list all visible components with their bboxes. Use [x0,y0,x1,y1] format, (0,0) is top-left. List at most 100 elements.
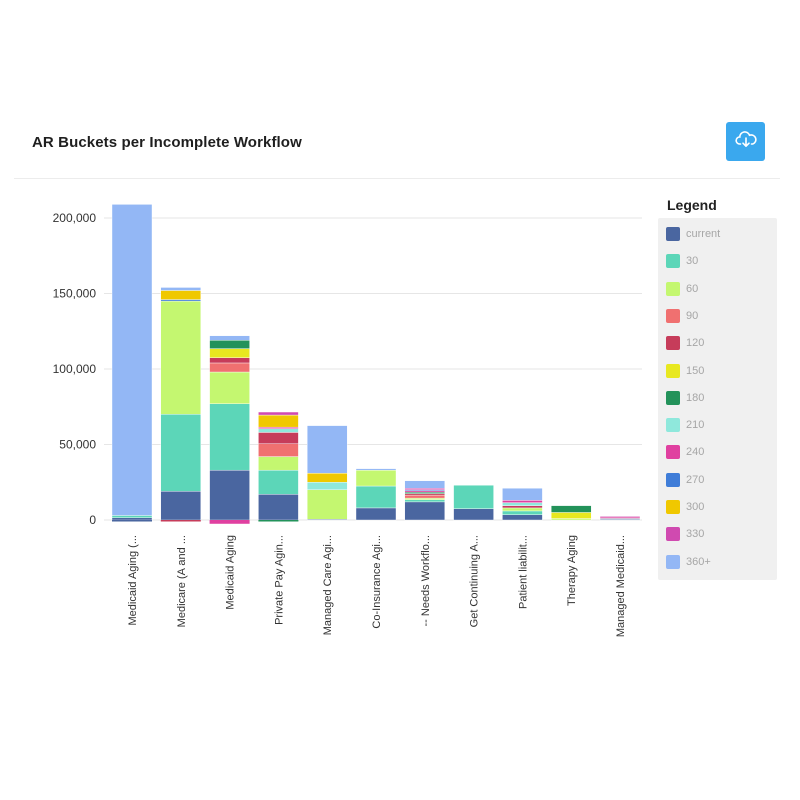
bar-segment-30 [258,469,299,495]
legend-label: 60 [686,282,699,295]
x-tick-label: Private Pay Agin... [273,535,285,625]
chart-title: AR Buckets per Incomplete Workflow [32,134,302,151]
bar-segment-90 [258,443,299,457]
bar-segment-360plus [355,468,397,471]
legend-item-90[interactable]: 90 [666,308,698,324]
bar-segment-360plus [404,480,445,489]
legend-swatch [666,254,680,269]
x-tick-label: Medicaid Aging [225,535,237,610]
bar-segment-30 [404,499,445,503]
legend-panel: current 30 60 90 120 150 180 210 240 270 300 330 360… [658,218,777,580]
x-axis-ticks: Medicaid Aging (... Medicare (A and ... Me… [127,535,627,637]
bar-segment-90 [404,494,445,499]
bar-segment-current [160,491,202,521]
card-header: AR Buckets per Incomplete Workflow [14,118,780,179]
x-tick-label: Get Continuing A... [469,535,481,627]
bar-segment-current [453,508,494,521]
cloud-download-icon [734,129,757,154]
legend-item-270[interactable]: 270 [666,472,704,488]
bar-segment-300 [258,414,299,428]
y-tick-label: 0 [89,513,96,527]
legend-swatch [666,472,680,487]
legend-title: Legend [667,197,717,213]
x-tick-label: Therapy Aging [566,535,578,606]
bar-segment-90 [209,362,250,373]
bar-segment-330 [258,411,299,416]
y-tick-label: 50,000 [59,438,96,452]
x-tick-label: Managed Care Agi... [322,535,334,635]
bar-segment-120 [404,493,445,496]
chart-bars [111,204,641,524]
bar-segment-300 [307,472,348,483]
bar-segment-120 [209,357,250,364]
bar-segment-60 [258,456,299,471]
legend-swatch [666,500,680,514]
bar-segment-current [404,501,445,521]
bar-segment-30 [160,414,202,492]
bar-segment-current [258,494,299,521]
legend-item-30[interactable]: 30 [666,253,698,269]
legend-swatch [666,281,680,296]
legend-swatch [666,390,680,405]
legend-item-60[interactable]: 60 [666,281,698,297]
y-tick-label: 150,000 [53,287,97,301]
bar-segment-210 [502,502,543,506]
bar-segment-60 [160,300,202,415]
download-button[interactable] [726,122,765,161]
legend-swatch [666,527,680,542]
bar-segment-240 [258,426,299,429]
legend-label: current [686,228,721,240]
legend-label: 180 [686,391,705,404]
bar-segment-30 [453,485,494,509]
bar-segment-270 [160,299,202,302]
y-tick-label: 200,000 [53,211,97,225]
legend-item-240[interactable]: 240 [666,444,704,460]
legend-label: 30 [686,255,699,268]
y-tick-label: 100,000 [53,362,97,376]
stacked-bar-chart: 0 50,000 100,000 150,000 200,000 Medicaid Ag… [53,204,642,637]
legend-label: 210 [686,419,705,432]
legend-item-current[interactable]: current [666,226,720,242]
legend-swatch [666,308,680,323]
legend-item-210[interactable]: 210 [666,417,704,433]
legend-item-330[interactable]: 330 [666,526,704,542]
bar-segment-360plus [502,488,543,501]
x-tick-label: -- Needs Workflo... [420,535,432,627]
legend-swatch [666,418,680,433]
bar-segment-negative [112,520,152,522]
bar-segment-negative [209,520,250,524]
bar-segment-30 [502,510,543,515]
legend-item-180[interactable]: 180 [666,390,704,406]
bar-segment-30 [111,515,153,518]
legend-label: 150 [686,364,705,377]
bar-segment-360plus [111,204,153,516]
legend-item-150[interactable]: 150 [666,363,704,379]
bar-segment-180 [404,491,445,494]
x-tick-label: Managed Medicaid... [615,535,627,637]
bar-segment-current [502,514,543,521]
y-axis-ticks: 0 50,000 100,000 150,000 200,000 [53,211,97,527]
legend-label: 120 [686,337,705,350]
bar-segment-120 [258,432,299,444]
legend-swatch [666,336,680,351]
legend-item-360plus[interactable]: 360+ [666,554,711,570]
bar-segment-150 [551,512,592,519]
bar-segment-210 [258,428,299,433]
bar-segment-30 [209,403,250,471]
bar-segment-negative [160,520,201,522]
bar-segment-current [209,469,250,521]
legend-swatch [666,445,680,460]
x-tick-label: Patient liabilit... [517,535,529,609]
bar-segment-360plus [160,287,202,291]
legend-label: 240 [686,446,705,459]
bar-segment-360plus [209,335,250,341]
legend-label: 300 [686,501,705,513]
legend-item-300[interactable]: 300 [666,499,704,515]
bar-segment-180 [551,505,592,513]
bar-segment-60 [307,489,348,520]
bar-segment-180 [209,340,250,349]
bar-segment-120 [502,505,543,509]
bar-segment-210 [307,482,348,491]
bar-segment-330 [599,516,641,518]
legend-item-120[interactable]: 120 [666,335,704,351]
